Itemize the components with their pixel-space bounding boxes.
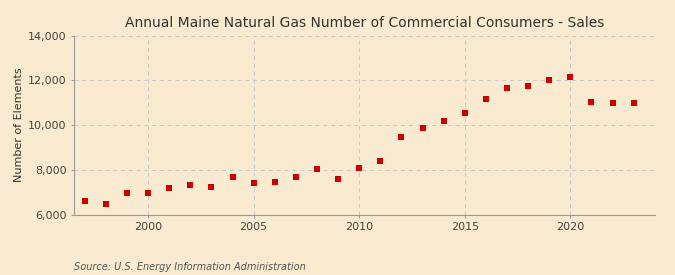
Point xyxy=(185,183,196,188)
Point xyxy=(122,191,132,196)
Point xyxy=(586,100,597,104)
Point xyxy=(565,75,576,79)
Point xyxy=(396,135,407,140)
Point xyxy=(628,101,639,105)
Y-axis label: Number of Elements: Number of Elements xyxy=(14,68,24,182)
Point xyxy=(607,101,618,105)
Point xyxy=(417,126,428,131)
Point xyxy=(481,97,491,102)
Point xyxy=(227,174,238,179)
Point xyxy=(333,177,344,181)
Title: Annual Maine Natural Gas Number of Commercial Consumers - Sales: Annual Maine Natural Gas Number of Comme… xyxy=(125,16,604,31)
Point xyxy=(164,185,175,190)
Point xyxy=(544,78,555,82)
Point xyxy=(502,86,512,90)
Point xyxy=(206,184,217,189)
Point xyxy=(101,202,111,207)
Point xyxy=(354,165,364,170)
Point xyxy=(460,111,470,115)
Point xyxy=(522,84,533,88)
Point xyxy=(438,119,449,123)
Point xyxy=(375,159,385,163)
Point xyxy=(312,166,323,171)
Point xyxy=(290,174,301,179)
Point xyxy=(80,199,90,203)
Point xyxy=(269,180,280,184)
Text: Source: U.S. Energy Information Administration: Source: U.S. Energy Information Administ… xyxy=(74,262,306,271)
Point xyxy=(248,181,259,185)
Point xyxy=(142,191,153,196)
